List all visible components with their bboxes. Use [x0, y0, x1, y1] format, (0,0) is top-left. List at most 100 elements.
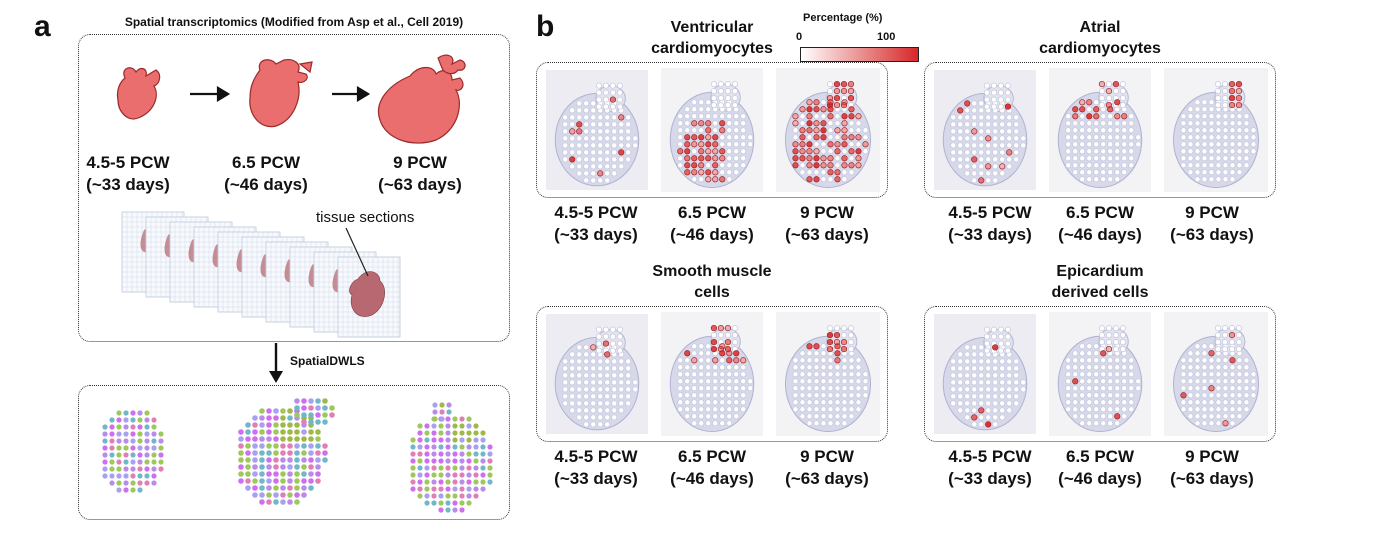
deconvolution-spot: [294, 443, 300, 449]
high-percentage-spot: [841, 127, 848, 134]
capture-spot: [957, 358, 964, 365]
deconvolution-spot: [144, 445, 150, 451]
group-box-smooth-muscle: [536, 306, 888, 442]
capture-spot: [1093, 420, 1100, 427]
capture-spot: [717, 88, 724, 95]
stage-days: (~63 days): [785, 469, 869, 489]
capture-spot: [1086, 364, 1093, 371]
capture-spot: [1201, 364, 1208, 371]
deconvolution-spot: [245, 436, 251, 442]
high-percentage-spot: [806, 155, 813, 162]
capture-spot: [848, 392, 855, 399]
capture-spot: [1107, 113, 1114, 120]
capture-spot: [1236, 339, 1242, 346]
capture-spot: [724, 332, 731, 339]
capture-spot: [1114, 141, 1121, 148]
capture-spot: [611, 149, 618, 156]
capture-spot: [1105, 81, 1112, 88]
stage-pcw: 6.5 PCW: [677, 447, 747, 466]
capture-spot: [597, 135, 604, 142]
high-percentage-spot: [833, 332, 841, 339]
deconvolution-spot: [259, 429, 265, 435]
deconvolution-spot: [144, 466, 150, 472]
capture-spot: [731, 88, 738, 95]
deconvolution-spot: [452, 472, 458, 478]
capture-spot: [1208, 176, 1215, 183]
capture-spot: [733, 364, 740, 371]
capture-spot: [1119, 102, 1126, 109]
capture-spot: [726, 155, 733, 162]
high-percentage-spot: [827, 113, 834, 120]
capture-spot: [712, 378, 719, 385]
deconvolution-spot: [130, 431, 136, 437]
capture-spot: [1194, 176, 1201, 183]
high-percentage-spot: [827, 106, 834, 113]
deconvolution-spot: [473, 423, 479, 429]
capture-spot: [1100, 127, 1107, 134]
capture-spot: [862, 148, 869, 155]
capture-spot: [957, 407, 964, 414]
deconvolution-spot: [273, 499, 279, 505]
stage-label-b-r1-c2: 6.5 PCW (~46 days): [642, 202, 782, 246]
deconvolution-spot: [466, 416, 472, 422]
high-percentage-spot: [826, 332, 834, 339]
capture-spot: [604, 393, 611, 400]
capture-spot: [733, 385, 740, 392]
deconvolution-spot: [487, 458, 493, 464]
deconvolution-spot: [322, 450, 328, 456]
deconvolution-spot: [151, 473, 157, 479]
capture-spot: [595, 340, 602, 347]
capture-spot: [1128, 357, 1135, 364]
capture-spot: [990, 96, 997, 103]
capture-spot: [1107, 378, 1114, 385]
deconvolution-spot: [238, 478, 244, 484]
deconvolution-spot: [137, 466, 143, 472]
capture-spot: [999, 156, 1006, 163]
capture-spot: [999, 400, 1006, 407]
capture-spot: [813, 420, 820, 427]
stage-label-b-r1-c3: 9 PCW (~63 days): [757, 202, 897, 246]
high-percentage-spot: [717, 325, 725, 332]
capture-spot: [985, 400, 992, 407]
capture-spot: [1236, 392, 1243, 399]
capture-spot: [1065, 113, 1072, 120]
capture-spot: [1243, 399, 1250, 406]
capture-spot: [848, 332, 854, 339]
capture-spot: [698, 371, 705, 378]
capture-spot: [971, 421, 978, 428]
capture-spot: [799, 385, 806, 392]
capture-spot: [719, 141, 726, 148]
capture-spot: [611, 365, 618, 372]
capture-spot: [990, 103, 997, 110]
capture-spot: [992, 379, 999, 386]
deconvolution-spot: [123, 473, 129, 479]
capture-spot: [1187, 364, 1194, 371]
capture-spot: [1086, 371, 1093, 378]
deconvolution-spot: [424, 444, 430, 450]
high-percentage-spot: [604, 351, 611, 358]
capture-spot: [1208, 120, 1215, 127]
capture-spot: [1098, 332, 1105, 339]
high-percentage-spot: [813, 343, 820, 350]
capture-spot: [1121, 364, 1128, 371]
capture-spot: [677, 378, 684, 385]
high-percentage-spot: [733, 357, 740, 364]
deconvolution-spot: [459, 486, 465, 492]
high-percentage-spot: [712, 176, 719, 183]
capture-spot: [712, 385, 719, 392]
deconvolution-spot: [480, 458, 486, 464]
capture-spot: [964, 128, 971, 135]
capture-spot: [957, 156, 964, 163]
high-percentage-spot: [985, 135, 992, 142]
capture-spot: [1243, 371, 1250, 378]
high-percentage-spot: [806, 113, 813, 120]
capture-spot: [569, 407, 576, 414]
deconvolution-spot: [438, 437, 444, 443]
capture-spot: [1215, 385, 1222, 392]
capture-spot: [806, 364, 813, 371]
capture-spot: [978, 344, 985, 351]
capture-spot: [799, 364, 806, 371]
capture-spot: [1114, 378, 1121, 385]
capture-spot: [997, 333, 1004, 340]
capture-spot: [1100, 413, 1107, 420]
